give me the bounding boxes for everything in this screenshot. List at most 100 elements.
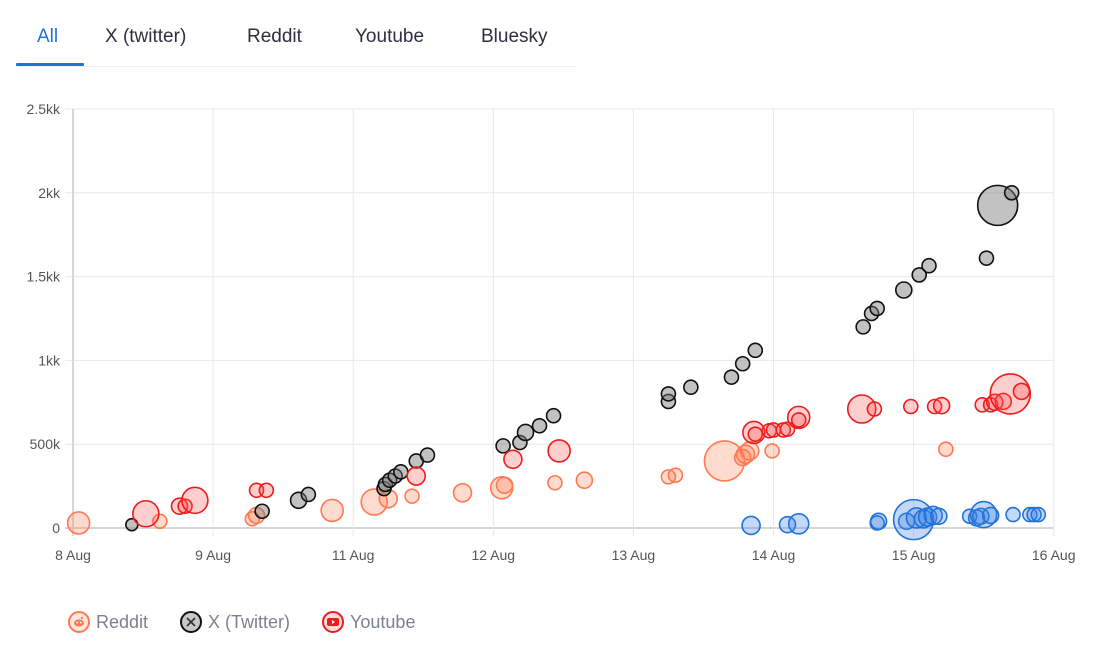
x-tick-label: 11 Aug <box>332 547 375 563</box>
data-point[interactable] <box>531 417 548 434</box>
series-x-twitter <box>125 184 1020 532</box>
platform-tabs: All X (twitter) Reddit Youtube Bluesky <box>16 0 576 67</box>
legend-label: X (Twitter) <box>208 611 291 632</box>
y-tick-label: 2.5kk <box>27 101 61 117</box>
active-tab-indicator <box>16 63 84 66</box>
data-point[interactable] <box>575 471 594 490</box>
data-point[interactable] <box>667 467 684 484</box>
legend-item-youtube[interactable]: Youtube <box>322 611 415 633</box>
legend-label: Reddit <box>96 611 149 632</box>
youtube-icon <box>322 611 345 633</box>
data-point[interactable] <box>978 250 995 266</box>
data-point[interactable] <box>1005 506 1021 523</box>
y-tick-label: 1kk <box>38 352 61 368</box>
data-point[interactable] <box>764 443 780 459</box>
data-point[interactable] <box>170 497 189 516</box>
data-point[interactable] <box>1026 506 1042 523</box>
data-point[interactable] <box>406 466 427 486</box>
y-tick-label: 2kk <box>38 185 61 201</box>
data-point[interactable] <box>981 506 1000 525</box>
reddit-icon <box>68 611 90 633</box>
data-point[interactable] <box>152 513 168 530</box>
data-point[interactable] <box>660 386 677 402</box>
data-point[interactable] <box>974 397 991 413</box>
data-point[interactable] <box>869 300 885 317</box>
x-tick-label: 8 Aug <box>55 547 91 563</box>
data-point[interactable] <box>938 441 954 458</box>
data-point[interactable] <box>404 488 420 504</box>
x-tick-label: 9 Aug <box>195 547 231 563</box>
data-point[interactable] <box>452 483 473 503</box>
data-point[interactable] <box>66 511 91 535</box>
data-point[interactable] <box>787 513 810 535</box>
data-point[interactable] <box>994 392 1013 411</box>
y-tick-label: 1.5kk <box>27 269 61 285</box>
data-point[interactable] <box>378 488 399 509</box>
data-point[interactable] <box>545 407 562 424</box>
data-point[interactable] <box>419 447 436 463</box>
data-point[interactable] <box>869 512 888 531</box>
data-point[interactable] <box>516 423 535 442</box>
tab-reddit[interactable]: Reddit <box>247 26 302 47</box>
data-point[interactable] <box>547 474 563 491</box>
y-axis: 0 500k 1kk 1.5kk 2kk 2.5kk <box>27 101 61 536</box>
data-point[interactable] <box>894 281 913 299</box>
tab-x-twitter[interactable]: X (twitter) <box>105 26 187 47</box>
data-point[interactable] <box>846 394 877 424</box>
data-point[interactable] <box>495 438 511 454</box>
data-point[interactable] <box>703 440 746 482</box>
chart-plot-area <box>66 184 1047 541</box>
data-point[interactable] <box>734 355 751 372</box>
data-point[interactable] <box>742 420 766 445</box>
data-point[interactable] <box>902 398 919 415</box>
data-point[interactable] <box>1030 506 1047 523</box>
data-point[interactable] <box>1003 185 1020 201</box>
x-tick-label: 15 Aug <box>892 547 936 563</box>
legend-label: Youtube <box>350 611 416 632</box>
tab-all[interactable]: All <box>37 26 59 47</box>
data-point[interactable] <box>1012 382 1031 401</box>
data-point[interactable] <box>790 412 807 428</box>
data-point[interactable] <box>930 507 948 526</box>
data-point[interactable] <box>258 482 275 499</box>
x-tick-label: 13 Aug <box>612 547 656 563</box>
data-point[interactable] <box>747 342 764 359</box>
chart-legend: Reddit X (Twitter) Youtube <box>68 607 447 637</box>
data-point[interactable] <box>866 401 883 417</box>
data-point[interactable] <box>495 476 514 495</box>
data-point[interactable] <box>1022 506 1038 523</box>
y-tick-label: 500k <box>30 436 61 452</box>
data-point[interactable] <box>921 257 937 274</box>
bubble-chart: 0 500k 1kk 1.5kk 2kk 2.5kk 8 Aug 9 Aug 11 Aug 12… <box>27 101 1076 563</box>
data-point[interactable] <box>547 439 571 463</box>
data-point[interactable] <box>320 498 344 523</box>
data-point[interactable] <box>778 515 797 534</box>
data-point[interactable] <box>512 434 528 451</box>
data-point[interactable] <box>976 184 1019 227</box>
data-point[interactable] <box>683 379 699 396</box>
tab-youtube[interactable]: Youtube <box>355 26 425 47</box>
data-point[interactable] <box>503 449 523 470</box>
data-point[interactable] <box>132 499 160 528</box>
data-point[interactable] <box>739 441 760 461</box>
tab-bluesky[interactable]: Bluesky <box>481 26 548 47</box>
legend-item-x-twitter[interactable]: X (Twitter) <box>180 611 290 633</box>
data-point[interactable] <box>747 426 764 442</box>
data-point[interactable] <box>289 491 308 510</box>
data-point[interactable] <box>741 515 761 536</box>
data-point[interactable] <box>181 486 209 515</box>
data-point[interactable] <box>932 396 951 415</box>
data-point[interactable] <box>911 267 928 283</box>
series-bluesky <box>741 498 1047 541</box>
data-point[interactable] <box>723 369 740 385</box>
data-point[interactable] <box>923 505 944 526</box>
data-point[interactable] <box>393 464 409 480</box>
data-point[interactable] <box>855 319 871 335</box>
x-axis: 8 Aug 9 Aug 11 Aug 12 Aug 13 Aug 14 Aug 15 Aug… <box>55 547 1075 563</box>
x-icon <box>180 611 203 633</box>
data-point[interactable] <box>300 486 317 503</box>
legend-item-reddit[interactable]: Reddit <box>68 611 148 633</box>
series-youtube <box>132 373 1032 528</box>
data-point[interactable] <box>926 398 943 415</box>
data-point[interactable] <box>254 503 270 520</box>
